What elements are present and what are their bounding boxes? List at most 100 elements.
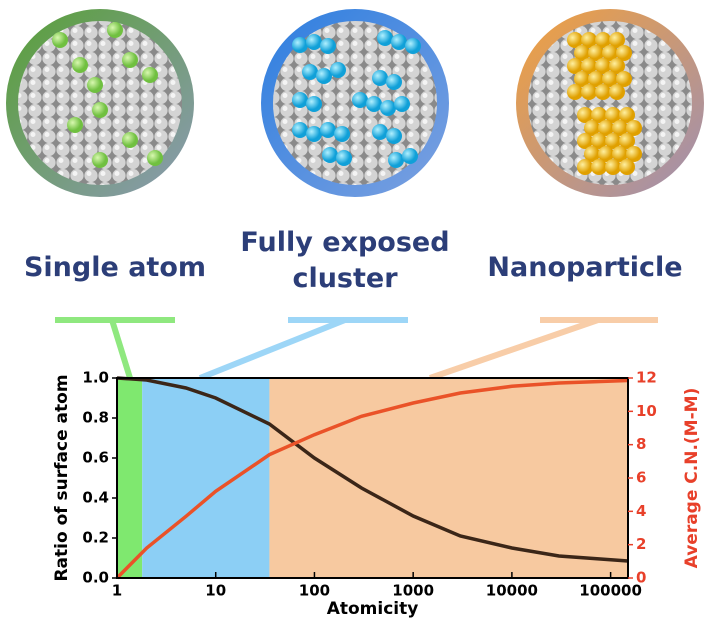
gold-atom [626, 120, 642, 136]
gold-atom [616, 45, 632, 61]
gold-atom [602, 45, 618, 61]
gold-atom [609, 32, 625, 48]
gold-atom [595, 32, 611, 48]
gold-atom [598, 120, 614, 136]
blue-atom [306, 126, 322, 142]
blue-atom [388, 152, 404, 168]
region-label: Nanoparticle [487, 252, 683, 283]
gold-atom [584, 146, 600, 162]
gold-atom [602, 71, 618, 87]
gold-atom [626, 146, 642, 162]
gold-atom [609, 84, 625, 100]
gold-atom [591, 159, 607, 175]
blue-atom [336, 150, 352, 166]
gold-atom [619, 159, 635, 175]
gold-atom [609, 58, 625, 74]
x-tick-label: 1000 [392, 582, 434, 600]
gold-atom [574, 45, 590, 61]
gold-atom [619, 107, 635, 123]
blue-atom [320, 122, 336, 138]
green-atom [52, 32, 68, 48]
blue-atom [405, 38, 421, 54]
gold-atom [612, 146, 628, 162]
blue-atom [380, 100, 396, 116]
blue-atom [320, 38, 336, 54]
blue-atom [306, 34, 322, 50]
blue-atom [402, 148, 418, 164]
gold-atom [567, 32, 583, 48]
gold-atom [574, 71, 590, 87]
green-atom [142, 67, 158, 83]
x-tick-label: 10 [205, 582, 226, 600]
green-atom [92, 102, 108, 118]
x-tick-label: 100000 [579, 582, 642, 600]
blue-atom [394, 96, 410, 112]
gold-atom [591, 107, 607, 123]
gold-atom [581, 58, 597, 74]
gold-atom [577, 133, 593, 149]
region [142, 378, 270, 578]
blue-atom [372, 124, 388, 140]
green-atom [72, 57, 88, 73]
y-tick-label: 0.4 [82, 489, 109, 507]
gold-atom [588, 45, 604, 61]
green-atom [122, 52, 138, 68]
gold-atom [605, 107, 621, 123]
gold-atom [605, 159, 621, 175]
y2-tick-label: 10 [636, 402, 657, 420]
y-axis-label: Ratio of surface atom [52, 374, 72, 581]
region [269, 378, 628, 578]
blue-atom [352, 92, 368, 108]
gold-atom [577, 107, 593, 123]
y2-tick-label: 6 [636, 469, 646, 487]
gold-atom [581, 84, 597, 100]
blue-atom [292, 92, 308, 108]
blue-atom [322, 147, 338, 163]
region [117, 378, 143, 578]
gold-atom [612, 120, 628, 136]
blue-atom [330, 62, 346, 78]
connectors [55, 317, 658, 381]
nanoparticle-image [516, 9, 704, 197]
y-tick-label: 0.2 [82, 529, 109, 547]
region-label: Fully exposed cluster [240, 227, 450, 294]
y2-axis-label: Average C.N.(M-M) [682, 388, 702, 569]
y-tick-label: 0.0 [82, 569, 109, 587]
blue-atom [391, 34, 407, 50]
blue-atom [386, 128, 402, 144]
gold-atom [588, 71, 604, 87]
gold-atom [581, 32, 597, 48]
gold-atom [605, 133, 621, 149]
gold-atom [584, 120, 600, 136]
gold-atom [577, 159, 593, 175]
gold-atom [595, 84, 611, 100]
x-axis-label: Atomicity [327, 599, 419, 619]
x-tick-label: 1 [112, 582, 122, 600]
series-line [116, 376, 629, 563]
x-tick-label: 10000 [486, 582, 538, 600]
y2-tick-label: 12 [636, 369, 657, 387]
green-atom [107, 22, 123, 38]
gold-atom [619, 133, 635, 149]
gold-atom [591, 133, 607, 149]
gold-atom [595, 58, 611, 74]
blue-atom [386, 74, 402, 90]
y2-tick-label: 0 [636, 569, 646, 587]
blue-atom [292, 37, 308, 53]
blue-atom [372, 70, 388, 86]
y-tick-label: 0.8 [82, 409, 109, 427]
blue-atom [366, 96, 382, 112]
y-tick-label: 1.0 [82, 369, 109, 387]
blue-atom [306, 96, 322, 112]
green-atom [122, 132, 138, 148]
green-atom [87, 77, 103, 93]
blue-atom [316, 68, 332, 84]
x-tick-label: 100 [299, 582, 330, 600]
green-atom [92, 152, 108, 168]
y-tick-label: 0.6 [82, 449, 109, 467]
gold-atom [567, 84, 583, 100]
region-label: Single atom [23, 252, 207, 283]
gold-atom [598, 146, 614, 162]
